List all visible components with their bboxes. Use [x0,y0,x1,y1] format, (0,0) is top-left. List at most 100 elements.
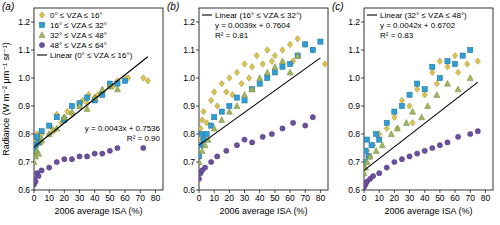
point [455,69,460,75]
point [437,75,442,80]
plot-frame [34,8,163,190]
y-tick-label: 1.2 [18,17,30,27]
point [369,143,374,148]
point [265,75,270,80]
point [254,52,259,58]
panel: 010203040506070800.60.70.80.91.01.11.220… [332,1,493,216]
y-tick [196,134,199,135]
point [122,78,127,83]
point [388,131,394,137]
legend-label: 48° ≤ VZA ≤ 64° [50,41,107,50]
point [264,69,270,75]
panel-label: (c) [332,1,344,12]
point [257,75,263,81]
point [212,89,217,95]
y-tick-label: 0.9 [348,101,360,111]
y-tick [31,106,34,107]
point [54,159,59,164]
point [455,86,461,92]
point [279,58,285,64]
plot-frame [364,8,493,190]
point [201,108,206,114]
point [468,131,473,136]
y-tick [361,134,364,135]
point [310,47,315,53]
trend-line [199,58,320,145]
legend: 0° ≤ VZA ≤ 16°16° ≤ VZA ≤ 32°32° ≤ VZA ≤… [37,11,133,60]
point [425,103,431,109]
point [399,157,404,162]
legend-line [367,14,377,15]
point [141,145,146,150]
x-tick-label: 60 [120,193,130,203]
point [141,75,146,81]
legend-marker [39,22,44,27]
x-tick-label: 80 [151,193,161,203]
point [34,179,38,184]
point [392,109,397,114]
x-axis-label: 2006 average ISA (%) [54,206,142,216]
y-tick-label: 1.0 [183,73,195,83]
legend-line [202,14,212,15]
legend-label: 16° ≤ VZA ≤ 32° [50,21,107,30]
point [399,97,404,103]
point [212,115,217,120]
point [199,117,204,123]
y-tick [31,134,34,135]
point [475,58,480,64]
legend-label: 32° ≤ VZA ≤ 48° [50,31,107,40]
point [430,69,435,75]
point [39,129,44,134]
point [199,176,202,181]
point [69,157,74,162]
x-tick-label: 0 [197,193,202,203]
point [69,108,75,114]
point [379,142,385,148]
point [392,114,397,120]
point [430,145,435,150]
point [410,108,416,114]
trend-line [364,82,478,170]
point [422,148,427,153]
marks [34,57,150,187]
point [367,153,373,159]
x-tick-label: 40 [255,193,265,203]
point [399,103,404,108]
point [287,61,292,66]
y-tick [196,190,199,191]
x-tick-label: 60 [450,193,460,203]
x-tick-label: 20 [390,193,400,203]
point [242,137,247,142]
point [219,117,225,123]
y-tick-label: 0.6 [18,185,30,195]
point [445,59,450,64]
point [287,69,293,75]
point [224,148,229,153]
point [224,89,229,95]
point [62,114,67,120]
point [377,137,382,142]
point [265,47,270,53]
point [215,103,220,109]
point [419,114,425,120]
point [407,103,412,109]
legend-marker [39,42,44,47]
point [226,108,232,114]
point [310,115,315,120]
point [239,80,244,86]
x-tick-label: 30 [240,193,250,203]
y-tick-label: 1.0 [18,73,30,83]
y-axis-label: Radiance (W m⁻² μm⁻¹ sr⁻¹) [1,42,11,155]
point [250,87,255,92]
point [246,75,251,81]
point [422,87,427,92]
point [452,61,457,66]
point [227,75,232,81]
point [272,52,277,58]
y-tick [361,22,364,23]
point [445,64,450,70]
y-tick-label: 1.2 [183,17,195,27]
y-tick [361,162,364,163]
point [403,120,409,126]
point [437,58,442,64]
